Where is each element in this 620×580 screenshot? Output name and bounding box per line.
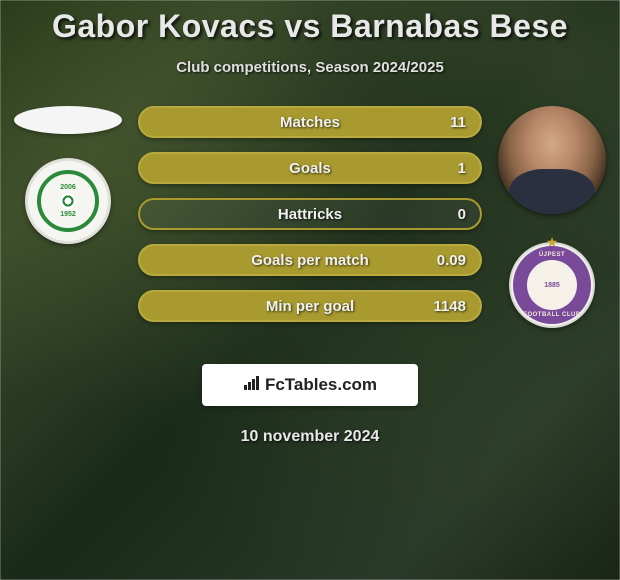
content-wrap: Gabor Kovacs vs Barnabas Bese Club compe… [0, 0, 620, 580]
club-badge-right-ring: ÚJPEST 1885 FOOTBALL CLUB [513, 246, 591, 324]
date-line: 10 november 2024 [0, 428, 620, 446]
stat-label: Min per goal [266, 298, 354, 315]
stat-label: Goals [289, 160, 331, 177]
club-badge-right-top-text: ÚJPEST [539, 252, 565, 258]
page-title: Gabor Kovacs vs Barnabas Bese [0, 8, 620, 45]
club-badge-right-inner: 1885 [527, 260, 577, 310]
stat-value-right: 11 [450, 114, 466, 131]
stat-value-right: 0.09 [437, 252, 466, 269]
stat-label: Goals per match [251, 252, 369, 269]
club-badge-right-bottom-text: FOOTBALL CLUB [523, 312, 580, 318]
club-badge-left: 2006 1952 [25, 158, 111, 244]
stat-label: Matches [280, 114, 340, 131]
stat-bar: Goals per match 0.09 [138, 244, 482, 276]
club-badge-right: ★ ÚJPEST 1885 FOOTBALL CLUB [509, 242, 595, 328]
club-badge-right-year: 1885 [544, 282, 560, 289]
page-subtitle: Club competitions, Season 2024/2025 [0, 59, 620, 76]
avatar-right-photo [498, 106, 606, 214]
stat-value-right: 1148 [433, 298, 466, 315]
stat-label: Hattricks [278, 206, 342, 223]
right-player-column: ★ ÚJPEST 1885 FOOTBALL CLUB [492, 106, 612, 328]
club-badge-left-year-bottom: 1952 [60, 211, 76, 218]
watermark-text: FcTables.com [265, 375, 377, 395]
stat-bar: Goals 1 [138, 152, 482, 184]
club-badge-left-year-top: 2006 [60, 184, 76, 191]
stat-value-right: 1 [458, 160, 466, 177]
avatar-left-placeholder [14, 106, 122, 134]
stats-column: Matches 11 Goals 1 Hattricks 0 Goals per match… [128, 106, 492, 336]
stat-value-right: 0 [458, 206, 466, 223]
stat-bar: Matches 11 [138, 106, 482, 138]
club-badge-left-ball-icon [60, 193, 76, 209]
left-player-column: 2006 1952 [8, 106, 128, 244]
stat-bar: Min per goal 1148 [138, 290, 482, 322]
stat-bar: Hattricks 0 [138, 198, 482, 230]
chart-icon [243, 376, 261, 395]
club-badge-left-inner: 2006 1952 [37, 170, 99, 232]
watermark-badge: FcTables.com [202, 364, 418, 406]
main-row: 2006 1952 Matches 11 Goals 1 Hattricks 0 Goals… [0, 106, 620, 336]
